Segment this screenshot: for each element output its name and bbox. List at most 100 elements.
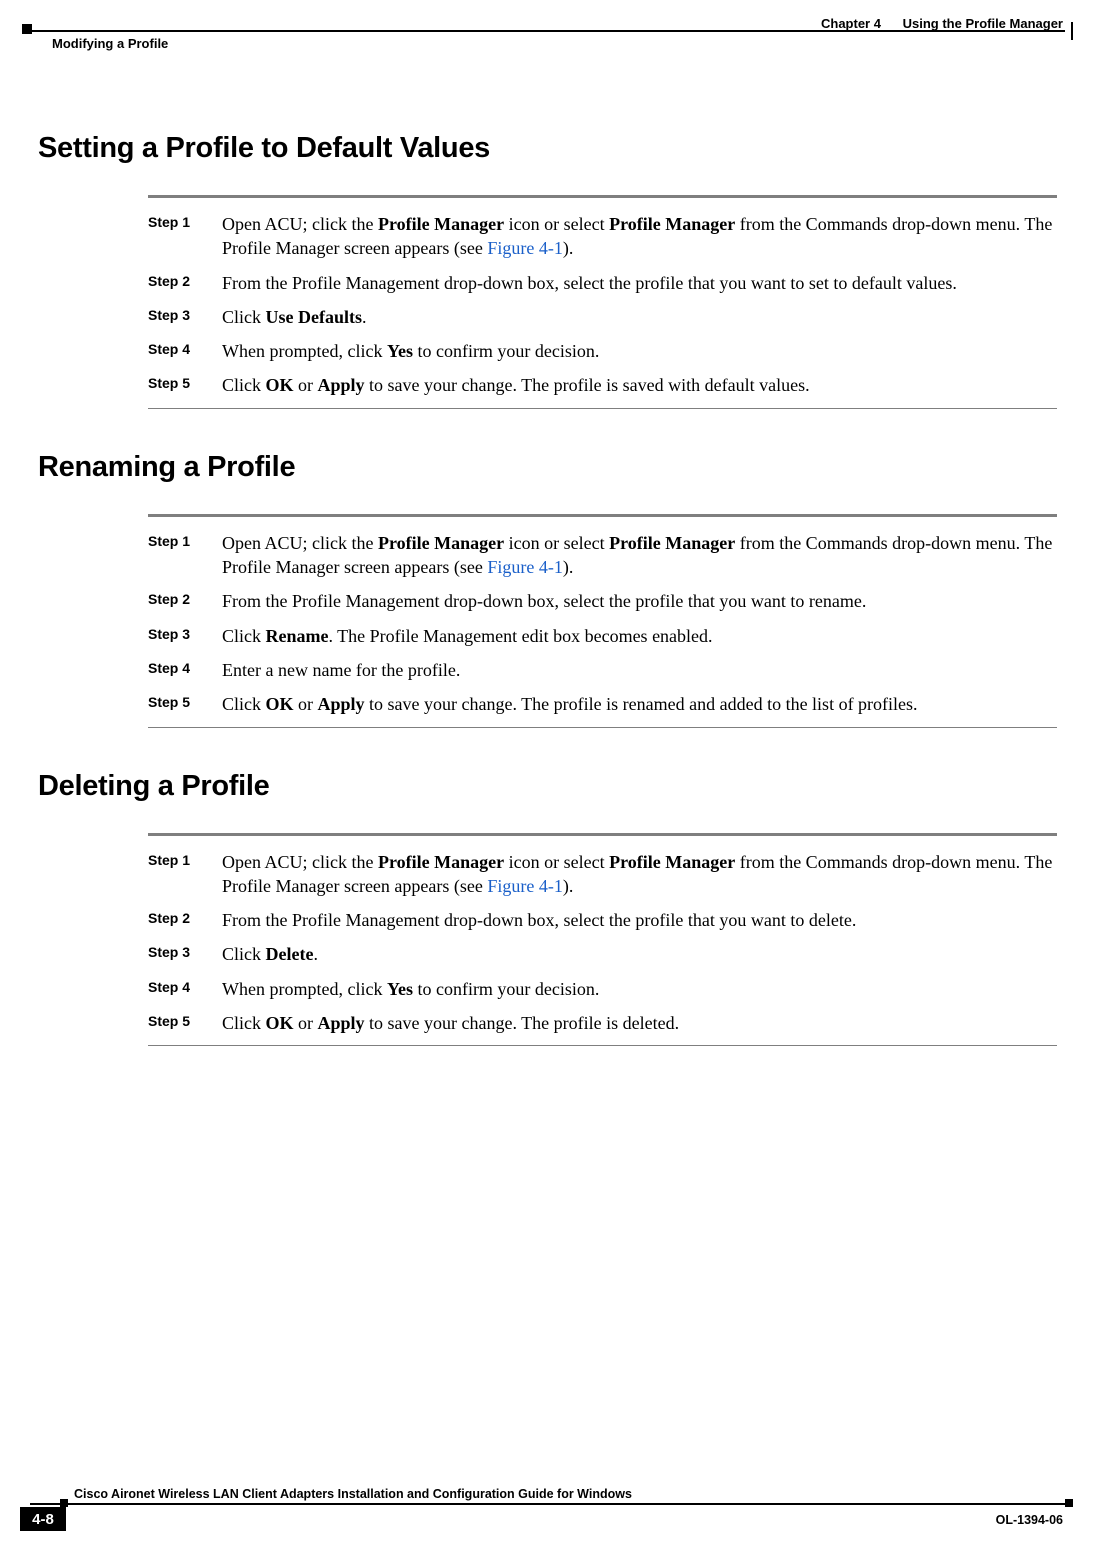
text-run: From the Profile Management drop-down bo…	[222, 910, 856, 930]
text-run: Profile Manager	[609, 214, 735, 234]
steps-bottom-rule-wrap	[148, 1045, 1057, 1046]
text-run: icon or select	[504, 852, 609, 872]
step-text: From the Profile Management drop-down bo…	[222, 908, 1057, 932]
text-run: Click	[222, 944, 266, 964]
steps-block: Step 1Open ACU; click the Profile Manage…	[148, 212, 1057, 398]
section-heading: Renaming a Profile	[38, 451, 1057, 484]
text-run: Delete	[266, 944, 314, 964]
step-label: Step 3	[148, 305, 222, 323]
step-text: Click Rename. The Profile Management edi…	[222, 624, 1057, 648]
step-row: Step 4When prompted, click Yes to confir…	[148, 339, 1057, 363]
step-label: Step 5	[148, 373, 222, 391]
section-breadcrumb: Modifying a Profile	[52, 36, 168, 51]
text-run: Open ACU; click the	[222, 852, 378, 872]
step-row: Step 4Enter a new name for the profile.	[148, 658, 1057, 682]
running-header-section: Modifying a Profile	[52, 36, 168, 51]
text-run: From the Profile Management drop-down bo…	[222, 591, 866, 611]
figure-link[interactable]: Figure 4-1	[487, 238, 563, 258]
step-text: From the Profile Management drop-down bo…	[222, 589, 1057, 613]
text-run: Apply	[318, 694, 365, 714]
step-label: Step 1	[148, 850, 222, 868]
text-run: Open ACU; click the	[222, 533, 378, 553]
step-text: Click OK or Apply to save your change. T…	[222, 692, 1057, 716]
step-label: Step 5	[148, 1011, 222, 1029]
text-run: Click	[222, 694, 266, 714]
step-label: Step 5	[148, 692, 222, 710]
step-text: Open ACU; click the Profile Manager icon…	[222, 212, 1057, 261]
text-run: to confirm your decision.	[413, 979, 599, 999]
text-run: Profile Manager	[609, 852, 735, 872]
step-row: Step 2From the Profile Management drop-d…	[148, 271, 1057, 295]
figure-link[interactable]: Figure 4-1	[487, 557, 563, 577]
running-header-chapter: Chapter 4 Using the Profile Manager	[821, 16, 1063, 31]
text-run: Yes	[387, 341, 413, 361]
text-run: icon or select	[504, 533, 609, 553]
steps-top-rule	[148, 514, 1057, 517]
text-run: Apply	[318, 1013, 365, 1033]
step-row: Step 3Click Delete.	[148, 942, 1057, 966]
step-label: Step 1	[148, 531, 222, 549]
step-label: Step 4	[148, 658, 222, 676]
header-corner-tick	[1071, 22, 1073, 40]
text-run: to save your change. The profile is dele…	[365, 1013, 680, 1033]
step-row: Step 3Click Rename. The Profile Manageme…	[148, 624, 1057, 648]
step-row: Step 3Click Use Defaults.	[148, 305, 1057, 329]
text-run: Click	[222, 375, 266, 395]
steps-block: Step 1Open ACU; click the Profile Manage…	[148, 531, 1057, 717]
text-run: OK	[266, 1013, 294, 1033]
text-run: Profile Manager	[378, 533, 504, 553]
text-run: to confirm your decision.	[413, 341, 599, 361]
text-run: From the Profile Management drop-down bo…	[222, 273, 957, 293]
step-text: Click OK or Apply to save your change. T…	[222, 373, 1057, 397]
text-run: Click	[222, 626, 266, 646]
step-label: Step 2	[148, 589, 222, 607]
text-run: or	[294, 694, 318, 714]
steps-top-rule	[148, 833, 1057, 836]
text-run: When prompted, click	[222, 979, 387, 999]
step-text: Enter a new name for the profile.	[222, 658, 1057, 682]
text-run: Rename	[266, 626, 329, 646]
step-row: Step 1Open ACU; click the Profile Manage…	[148, 531, 1057, 580]
text-run: Use Defaults	[266, 307, 363, 327]
step-text: Click Delete.	[222, 942, 1057, 966]
section-heading: Deleting a Profile	[38, 770, 1057, 803]
steps-bottom-rule	[148, 408, 1057, 409]
steps-bottom-rule-wrap	[148, 727, 1057, 728]
text-run: Apply	[318, 375, 365, 395]
chapter-title: Using the Profile Manager	[903, 16, 1063, 31]
text-run: Yes	[387, 979, 413, 999]
text-run: or	[294, 375, 318, 395]
step-text: Click OK or Apply to save your change. T…	[222, 1011, 1057, 1035]
step-text: From the Profile Management drop-down bo…	[222, 271, 1057, 295]
text-run: or	[294, 1013, 318, 1033]
footer-guide-title: Cisco Aironet Wireless LAN Client Adapte…	[74, 1487, 632, 1501]
figure-link[interactable]: Figure 4-1	[487, 876, 563, 896]
steps-top-rule	[148, 195, 1057, 198]
text-run: to save your change. The profile is rena…	[365, 694, 918, 714]
step-label: Step 2	[148, 908, 222, 926]
step-label: Step 4	[148, 977, 222, 995]
footer-corner-square-right	[1065, 1499, 1073, 1507]
step-row: Step 5Click OK or Apply to save your cha…	[148, 373, 1057, 397]
step-row: Step 5Click OK or Apply to save your cha…	[148, 692, 1057, 716]
step-row: Step 2From the Profile Management drop-d…	[148, 908, 1057, 932]
footer-doc-id: OL-1394-06	[996, 1513, 1063, 1527]
step-label: Step 4	[148, 339, 222, 357]
step-text: When prompted, click Yes to confirm your…	[222, 977, 1057, 1001]
step-row: Step 1Open ACU; click the Profile Manage…	[148, 850, 1057, 899]
text-run: Profile Manager	[378, 852, 504, 872]
text-run: .	[362, 307, 367, 327]
text-run: ).	[563, 557, 574, 577]
page-content: Setting a Profile to Default Values Step …	[38, 90, 1057, 1046]
text-run: OK	[266, 694, 294, 714]
text-run: Click	[222, 307, 266, 327]
step-label: Step 3	[148, 942, 222, 960]
step-text: Click Use Defaults.	[222, 305, 1057, 329]
step-row: Step 2From the Profile Management drop-d…	[148, 589, 1057, 613]
footer-rule	[30, 1503, 1065, 1505]
header-corner-square	[22, 24, 32, 34]
section-heading: Setting a Profile to Default Values	[38, 132, 1057, 165]
steps-bottom-rule	[148, 1045, 1057, 1046]
step-label: Step 1	[148, 212, 222, 230]
text-run: When prompted, click	[222, 341, 387, 361]
